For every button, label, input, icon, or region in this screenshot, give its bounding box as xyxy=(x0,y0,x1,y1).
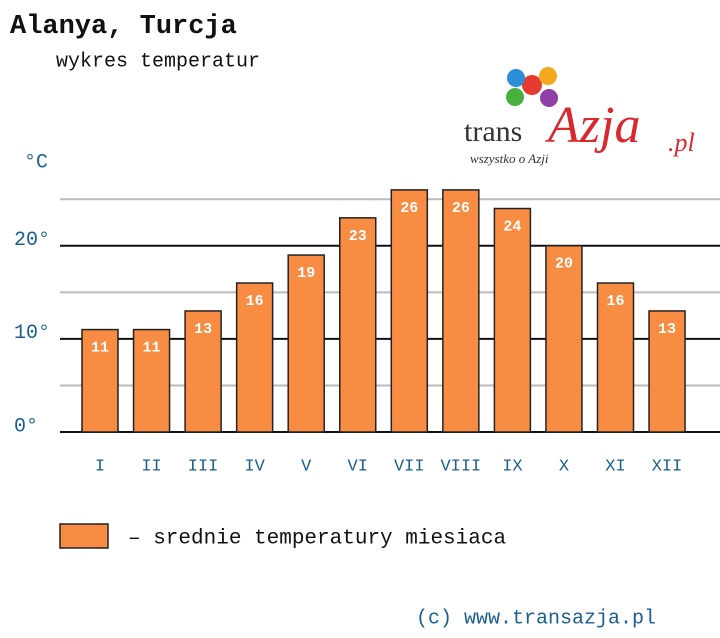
y-tick-label: 0° xyxy=(14,415,38,438)
y-tick-label: 20° xyxy=(14,229,50,252)
bar xyxy=(287,254,325,433)
value-label: 24 xyxy=(503,218,521,235)
bar xyxy=(596,282,635,433)
x-tick-label: VII xyxy=(394,457,425,476)
x-tick-label: VIII xyxy=(440,457,481,476)
unit-label: °C xyxy=(24,151,48,174)
value-label: 13 xyxy=(194,321,212,338)
value-label: 26 xyxy=(400,200,418,217)
value-label: 16 xyxy=(246,293,264,310)
x-tick-label: III xyxy=(188,457,219,476)
logo-petal xyxy=(539,67,557,85)
bar xyxy=(81,328,119,433)
legend-swatch xyxy=(59,523,109,549)
bar xyxy=(132,328,171,433)
x-tick-label: XI xyxy=(605,457,625,476)
chart-title: Alanya, Turcja xyxy=(10,12,237,42)
bar xyxy=(184,310,222,433)
x-tick-label: V xyxy=(301,457,312,476)
footer: (c) www.transazja.pl xyxy=(416,607,656,630)
bar xyxy=(390,189,429,433)
logo-petal xyxy=(507,69,525,87)
value-label: 26 xyxy=(452,200,470,217)
value-label: 19 xyxy=(297,265,315,282)
y-tick-label: 10° xyxy=(14,322,50,345)
value-label: 11 xyxy=(143,340,161,357)
logo-text: trans xyxy=(464,115,522,148)
legend-label: – srednie temperatury miesiaca xyxy=(128,528,506,551)
logo-text: .pl xyxy=(668,128,695,157)
logo-petal xyxy=(540,89,558,107)
x-tick-label: IX xyxy=(502,457,522,476)
chart-subtitle: wykres temperatur xyxy=(56,50,260,73)
logo-text: Azja xyxy=(545,97,640,154)
x-tick-label: X xyxy=(559,457,569,476)
bar xyxy=(493,207,532,433)
x-tick-label: IV xyxy=(244,457,265,476)
bar xyxy=(545,245,583,433)
bar xyxy=(235,282,274,433)
logo: trans Azja .pl wszystko o Azji xyxy=(464,67,695,166)
bar xyxy=(442,189,480,433)
bar xyxy=(339,217,377,433)
value-label: 20 xyxy=(555,256,573,273)
x-tick-label: II xyxy=(141,457,161,476)
bar xyxy=(648,310,686,433)
value-label: 16 xyxy=(606,293,624,310)
logo-petal xyxy=(522,75,542,95)
x-tick-label: I xyxy=(95,457,105,476)
value-label: 13 xyxy=(658,321,676,338)
x-tick-label: XII xyxy=(652,457,683,476)
value-label: 23 xyxy=(349,228,367,245)
logo-tagline: wszystko o Azji xyxy=(470,151,549,166)
value-label: 11 xyxy=(91,340,109,357)
x-tick-label: VI xyxy=(348,457,368,476)
logo-petal xyxy=(506,88,524,106)
